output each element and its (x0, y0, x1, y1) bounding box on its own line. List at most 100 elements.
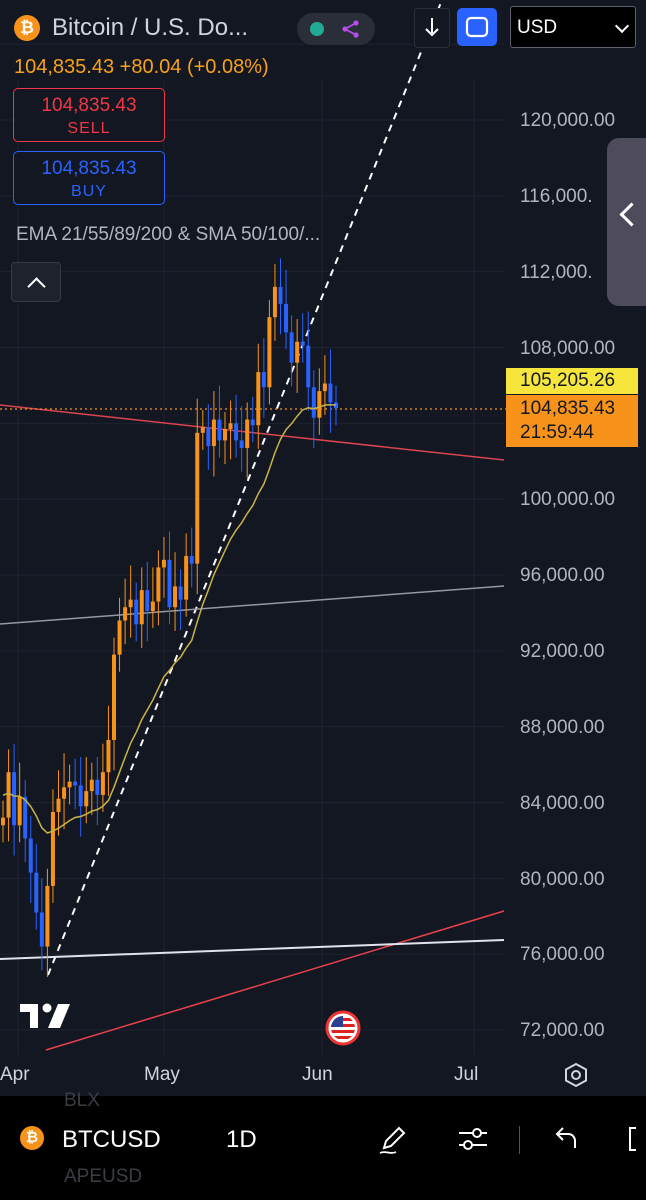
candle-body (239, 440, 244, 448)
indicator-legend[interactable]: EMA 21/55/89/200 & SMA 50/100/... (16, 224, 321, 245)
candle-body (306, 345, 311, 388)
candle-body (200, 427, 205, 433)
candle-body (106, 739, 111, 773)
time-axis-label: Jul (454, 1064, 479, 1085)
candle-body (245, 419, 250, 448)
candle-body (289, 332, 294, 363)
candle-body (6, 772, 11, 818)
fullscreen-button[interactable] (457, 8, 497, 46)
candle-body (67, 781, 72, 788)
tradingview-logo (20, 1003, 70, 1028)
bar-countdown: 21:59:44 (520, 422, 594, 443)
currency-value: USD (517, 17, 558, 38)
time-axis-label: Apr (0, 1064, 30, 1085)
candle-body (189, 556, 194, 564)
pen-icon[interactable] (376, 1122, 410, 1156)
undo-icon[interactable] (548, 1122, 582, 1156)
candle-body (39, 912, 44, 947)
price-axis-label: 84,000.00 (520, 793, 605, 814)
status-pill[interactable] (297, 13, 375, 45)
candle-body (267, 317, 272, 388)
candle-body (167, 559, 172, 608)
price-axis-label: 72,000.00 (520, 1020, 605, 1041)
candle-body (84, 791, 89, 807)
candle-body (184, 556, 189, 600)
price-axis-label: 116,000. (520, 186, 593, 207)
candle-body (228, 423, 233, 430)
price-axis-label: 92,000.00 (520, 641, 605, 662)
candle-body (23, 796, 28, 839)
crop-icon[interactable] (622, 1122, 646, 1156)
chevron-left-icon (619, 202, 644, 227)
red-trendline-upper (0, 404, 505, 461)
price-axis-label: 100,000.00 (520, 489, 616, 510)
candle-body (178, 586, 183, 600)
symbol-selector[interactable]: BTCUSD (62, 1126, 161, 1153)
red-trendline-lower (45, 910, 505, 1051)
candle-body (128, 599, 133, 608)
ema-line (2, 404, 337, 834)
candle-body (223, 429, 227, 441)
sell-button[interactable]: 104,835.43 SELL (13, 88, 165, 142)
chevron-down-icon (614, 18, 630, 34)
candle-body (62, 787, 67, 799)
candle-body (12, 772, 17, 826)
candle-body (56, 798, 61, 812)
fullscreen-icon (465, 16, 489, 38)
last-price-tag: 104,835.43 21:59:44 (506, 395, 638, 447)
candle-body (328, 383, 333, 403)
candle-body (195, 432, 200, 564)
currency-select[interactable]: USD (510, 6, 636, 48)
candle-body (123, 607, 128, 621)
symbol-title[interactable]: Bitcoin / U.S. Do... (52, 14, 249, 41)
candle-body (28, 838, 33, 873)
candle-body (156, 567, 161, 602)
price-axis-label: 108,000.00 (520, 338, 616, 359)
interval-selector[interactable]: 1D (226, 1126, 257, 1153)
collapse-legend-button[interactable] (11, 262, 61, 302)
candle-body (45, 885, 50, 947)
ghost-symbol: APEUSD (64, 1166, 143, 1187)
candle-body (134, 599, 139, 625)
candle-body (34, 872, 39, 913)
candle-body (217, 419, 222, 441)
candle-body (256, 372, 261, 426)
sliders-icon[interactable] (456, 1122, 490, 1156)
candle-body (50, 811, 55, 886)
candle-body (334, 402, 338, 409)
side-panel-handle[interactable] (607, 138, 646, 306)
time-axis-label: May (144, 1064, 180, 1085)
toolbar-divider (519, 1126, 520, 1154)
price-axis-label: 96,000.00 (520, 565, 605, 586)
candle-body (78, 785, 83, 807)
dashed-trendline (47, 0, 443, 976)
price-axis-label: 120,000.00 (520, 110, 616, 131)
price-axis-label: 80,000.00 (520, 869, 605, 890)
candle-body (317, 391, 322, 418)
candle-body (261, 372, 266, 388)
candle-body (73, 781, 78, 786)
white-trendline (0, 939, 505, 960)
sell-price: 104,835.43 (41, 95, 137, 116)
price-axis-label: 88,000.00 (520, 717, 605, 738)
market-open-icon (310, 22, 324, 36)
candle-body (250, 419, 255, 426)
price-axis-label: 76,000.00 (520, 944, 605, 965)
buy-label: BUY (71, 183, 107, 200)
grey-trendline (0, 585, 505, 625)
candle-body (211, 419, 216, 447)
gear-icon[interactable] (563, 1062, 589, 1088)
us-flag-icon[interactable] (325, 1010, 361, 1046)
candle-body (272, 286, 277, 318)
candle-body (145, 590, 150, 612)
download-button[interactable] (414, 8, 450, 48)
bitcoin-icon: ₿ (14, 15, 40, 41)
candle-body (112, 654, 116, 740)
price-axis-label: 112,000. (520, 262, 593, 283)
candle-body (322, 383, 327, 392)
candle-body (17, 796, 22, 826)
bitcoin-icon: ₿ (20, 1126, 44, 1150)
candle-body (100, 772, 105, 795)
buy-button[interactable]: 104,835.43 BUY (13, 151, 165, 205)
candle-body (173, 586, 178, 608)
